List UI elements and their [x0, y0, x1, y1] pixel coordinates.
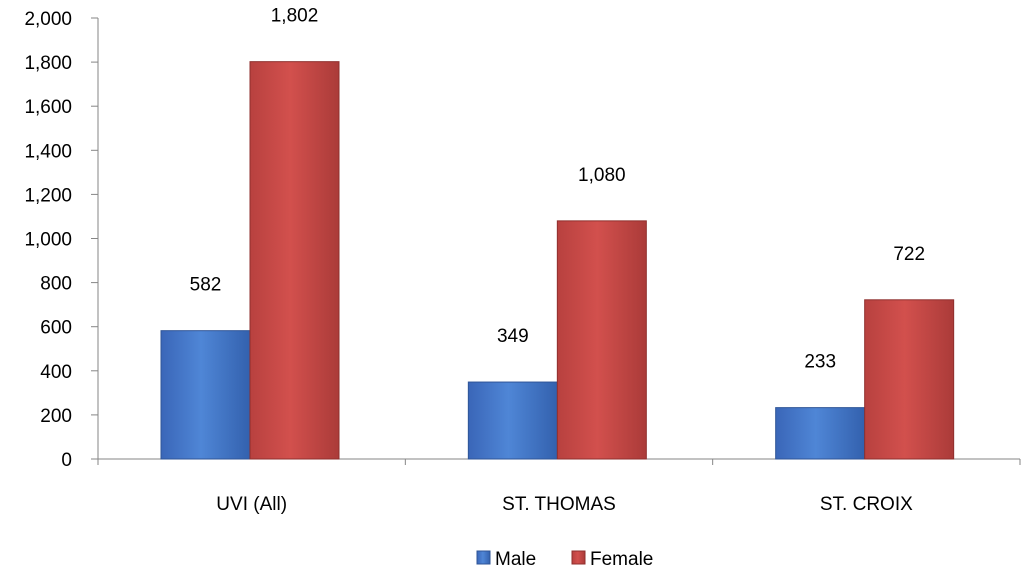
y-tick-label: 1,000 — [24, 230, 72, 251]
legend-label-male: Male — [495, 549, 536, 570]
data-label-female: 722 — [893, 244, 925, 265]
x-category-label: UVI (All) — [216, 494, 287, 515]
bar-female — [556, 220, 647, 460]
y-tick-label: 1,600 — [24, 97, 72, 118]
bar-female — [864, 299, 955, 460]
x-axis: UVI (All) ST. THOMAS ST. CROIX — [97, 458, 1021, 515]
legend-label-female: Female — [590, 549, 653, 570]
y-tick-label: 400 — [40, 362, 72, 383]
legend: Male Female — [476, 549, 653, 570]
bar-male — [467, 381, 558, 460]
legend-swatch-female — [571, 550, 586, 565]
y-tick-label: 2,000 — [24, 9, 72, 30]
y-tick-label: 1,200 — [24, 185, 72, 206]
data-labels: 582 349 233 1,802 1,080 722 — [190, 6, 925, 373]
y-tick-label: 600 — [40, 318, 72, 339]
data-label-male: 233 — [804, 352, 836, 373]
bar-female — [249, 61, 340, 460]
y-tick-label: 800 — [40, 274, 72, 295]
data-label-male: 582 — [190, 275, 222, 296]
bar-male — [775, 407, 866, 460]
bars — [160, 61, 955, 460]
bar-male — [160, 330, 251, 460]
legend-swatch-male — [476, 550, 491, 565]
x-category-label: ST. CROIX — [820, 494, 913, 515]
data-label-female: 1,802 — [271, 6, 319, 27]
y-tick-label: 200 — [40, 406, 72, 427]
x-category-label: ST. THOMAS — [502, 494, 616, 515]
y-tick-label: 1,800 — [24, 53, 72, 74]
data-label-male: 349 — [497, 326, 529, 347]
y-tick-label: 1,400 — [24, 141, 72, 162]
y-tick-label: 0 — [61, 450, 72, 471]
data-label-female: 1,080 — [578, 165, 626, 186]
y-axis: 0 200 400 600 800 1,000 1,200 1,400 1,600 1,800 2,… — [24, 9, 99, 471]
